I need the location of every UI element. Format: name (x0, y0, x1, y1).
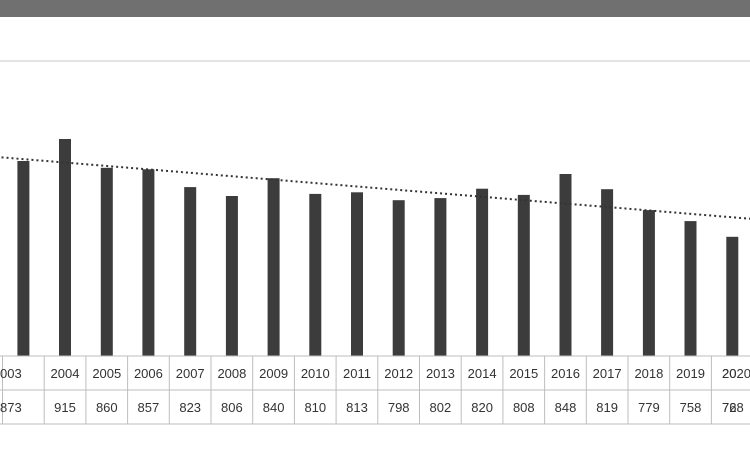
bar-2006 (142, 169, 155, 356)
bar-2009 (267, 178, 280, 356)
x-tick-label: 2004 (51, 366, 80, 381)
value-label: 802 (430, 400, 452, 415)
x-tick-label: 2007 (176, 366, 205, 381)
bar-2005 (100, 167, 113, 356)
window-top-bar (0, 0, 750, 17)
x-tick-label: 2010 (301, 366, 330, 381)
x-tick-label: 2006 (134, 366, 163, 381)
bar-2018 (642, 210, 655, 356)
value-label: 758 (680, 400, 702, 415)
value-label: 810 (304, 400, 326, 415)
value-label: 728 (722, 400, 744, 415)
value-label: 819 (596, 400, 618, 415)
bar-2010 (309, 193, 322, 356)
bar-2013 (434, 198, 447, 356)
value-label: 873 (0, 400, 22, 415)
chart-panel: 003 873 2004 915 2005 860 2006 857 2007 823 2008 80… (0, 17, 750, 463)
x-tick-label: 2013 (426, 366, 455, 381)
value-label: 860 (96, 400, 118, 415)
x-tick-label: 2005 (92, 366, 121, 381)
x-tick-label: 003 (0, 366, 22, 381)
value-label: 806 (221, 400, 243, 415)
x-tick-label: 2015 (509, 366, 538, 381)
value-label: 857 (138, 400, 160, 415)
bar-2017 (601, 189, 614, 356)
x-tick-label: 2011 (343, 366, 371, 381)
x-tick-label: 2012 (384, 366, 413, 381)
bar-2019 (684, 221, 697, 356)
value-label: 798 (388, 400, 410, 415)
bar-2020 (726, 236, 739, 356)
bar-2007 (184, 187, 197, 356)
bar-2003 (17, 161, 30, 356)
value-label: 848 (555, 400, 577, 415)
x-tick-label: 2008 (217, 366, 246, 381)
x-tick-label: 20 (722, 366, 736, 381)
bar-2016 (559, 174, 572, 356)
bar-2015 (517, 194, 530, 356)
x-tick-label: 2017 (593, 366, 622, 381)
bar-chart: 003 873 2004 915 2005 860 2006 857 2007 823 2008 80… (0, 60, 750, 425)
bar-2014 (476, 188, 489, 356)
bar-2004 (59, 139, 71, 356)
x-tick-label: 2016 (551, 366, 580, 381)
value-label: 820 (471, 400, 493, 415)
x-tick-label: 2018 (634, 366, 663, 381)
value-label: 915 (54, 400, 76, 415)
bar-2008 (225, 196, 238, 356)
value-label: 76 (722, 400, 736, 415)
data-table: 003 873 2004 915 2005 860 2006 857 2007 823 2008 80… (0, 355, 750, 425)
x-tick-label: 2020 (722, 366, 750, 381)
bar-2011 (351, 192, 363, 356)
value-label: 808 (513, 400, 535, 415)
value-label: 813 (346, 400, 368, 415)
value-label: 840 (263, 400, 285, 415)
value-label: 823 (179, 400, 201, 415)
x-tick-label: 2009 (259, 366, 288, 381)
value-label: 779 (638, 400, 660, 415)
x-tick-label: 2014 (468, 366, 497, 381)
bar-series (17, 139, 739, 356)
x-tick-label: 2019 (676, 366, 705, 381)
bar-2012 (392, 200, 405, 356)
